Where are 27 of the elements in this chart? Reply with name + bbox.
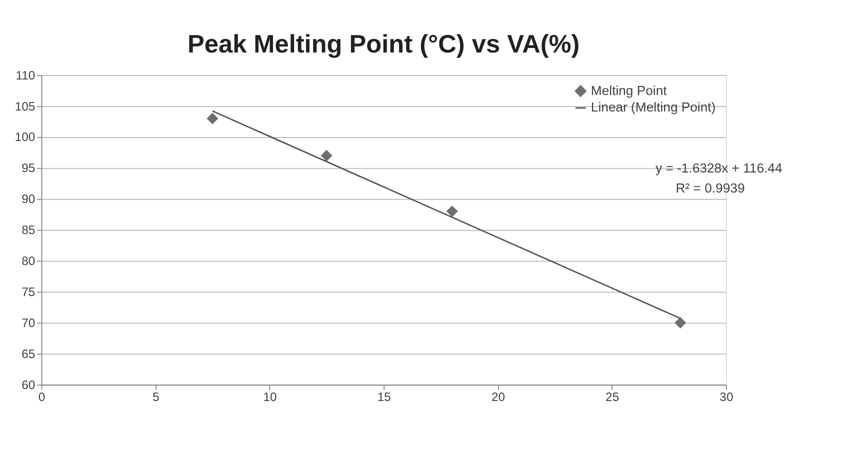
y-tick-label: 70 xyxy=(22,316,36,330)
point xyxy=(674,317,686,328)
x-tick-label: 30 xyxy=(720,390,734,404)
y-tick-label: 110 xyxy=(16,68,36,82)
x-tick-label: 5 xyxy=(152,390,160,404)
annotation: R² = 0.9939 xyxy=(676,180,745,196)
y-tick-label: 105 xyxy=(14,99,36,114)
point xyxy=(320,150,332,162)
x-tick-label: 10 xyxy=(263,390,277,404)
point xyxy=(446,206,458,218)
y-tick-label: 95 xyxy=(22,161,36,176)
y-tick-label: 85 xyxy=(22,223,36,238)
legend-label: Linear (Melting Point) xyxy=(590,100,716,115)
x-tick-label: 25 xyxy=(606,390,620,404)
y-tick-label: 90 xyxy=(22,192,36,206)
annotation: y = -1.6328x + 116.44 xyxy=(656,160,782,176)
y-tick-label: 80 xyxy=(22,254,36,268)
chart-title: Peak Melting Point (°C) vs VA(%) xyxy=(188,30,580,59)
y-tick-label: 60 xyxy=(22,378,36,392)
y-tick-label: 65 xyxy=(22,346,36,361)
x-tick-label: 15 xyxy=(377,390,392,404)
y-tick-label: 75 xyxy=(22,285,36,300)
y-tick-label: 100 xyxy=(14,130,36,144)
x-tick-label: 20 xyxy=(491,390,506,404)
x-tick-label: 0 xyxy=(38,390,46,404)
legend-label: Melting Point xyxy=(590,82,668,98)
point xyxy=(206,112,218,124)
